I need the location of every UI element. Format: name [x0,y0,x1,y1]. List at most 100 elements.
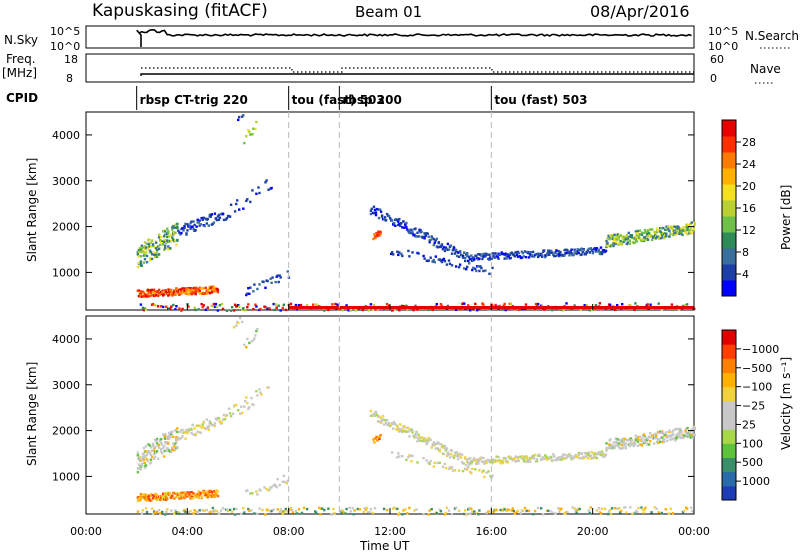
echo-point [404,508,407,511]
echo-point [660,308,663,311]
echo-point [249,286,252,289]
echo-point [415,508,418,511]
echo-point [263,486,266,489]
echo-point [148,249,152,252]
echo-point [500,251,503,254]
echo-point [361,308,364,312]
echo-point [577,251,580,255]
echo-point [558,458,561,461]
echo-point [184,431,187,434]
echo-point [535,459,539,463]
echo-point [174,226,177,229]
echo-point [150,288,154,292]
echo-point [166,493,169,497]
echo-point [433,241,436,244]
echo-point [185,232,188,235]
echo-point [198,224,201,227]
echo-point [658,237,661,240]
echo-point [603,455,607,458]
echo-point [611,235,614,238]
echo-point [571,506,574,509]
echo-point [321,507,324,510]
echo-point [467,461,470,464]
echo-point [434,255,437,258]
echo-point [488,253,491,256]
echo-point [615,444,618,447]
echo-point [549,509,552,513]
echo-point [374,211,378,214]
echo-point [374,437,377,440]
echo-point [445,506,449,509]
y-tick-label: 4000 [52,333,80,346]
echo-point [570,252,573,255]
echo-point [256,327,259,331]
echo-point [609,438,612,441]
echo-point [549,251,552,254]
echo-point [181,307,184,311]
echo-point [397,253,400,257]
echo-point [605,449,608,452]
echo-point [196,430,199,433]
echo-point [171,226,174,229]
echo-point [663,438,666,441]
echo-point [143,496,147,499]
echo-point [427,259,430,262]
echo-point [660,511,663,515]
echo-point [554,251,557,254]
echo-point [634,438,638,441]
echo-point [512,509,515,513]
echo-point [183,491,186,494]
echo-point [268,307,271,310]
echo-point [521,252,525,255]
echo-point [408,231,411,235]
echo-point [477,513,480,516]
echo-point [197,308,200,311]
echo-point [149,461,153,464]
echo-point [396,308,399,311]
echo-point [601,250,605,253]
echo-point [141,456,145,459]
echo-point [149,241,153,244]
echo-point [447,248,451,251]
echo-point [175,440,178,443]
echo-point [170,509,173,512]
echo-point [266,307,269,310]
echo-point [280,510,283,513]
echo-point [151,244,155,248]
echo-point [656,440,659,443]
echo-point [433,442,436,446]
echo-point [330,513,333,516]
echo-point [628,235,631,238]
echo-point [461,254,465,258]
echo-point [203,509,206,513]
echo-point [552,252,555,256]
echo-point [245,135,248,138]
echo-point [633,440,637,443]
echo-point [183,226,186,230]
echo-point [284,308,287,312]
echo-point [432,441,435,444]
echo-point [497,257,500,260]
echo-point [300,511,304,515]
echo-point [564,453,567,457]
echo-point [662,232,665,235]
echo-point [463,251,466,254]
echo-point [256,512,259,515]
echo-point [431,443,434,446]
freq-panel: Freq. [MHz] 18 8 60 0 Nave [2,52,781,85]
echo-point [186,428,189,431]
echo-point [677,225,680,229]
echo-point [219,509,223,512]
nsky-trace [136,28,692,47]
echo-point [600,453,604,457]
echo-point [144,450,148,453]
echo-point [405,458,408,462]
echo-point [636,444,640,447]
echo-point [203,224,206,228]
echo-point [250,340,253,343]
echo-point [521,308,525,311]
echo-point [221,307,225,311]
echo-point [621,446,624,450]
echo-point [481,471,484,474]
echo-point [562,308,565,312]
